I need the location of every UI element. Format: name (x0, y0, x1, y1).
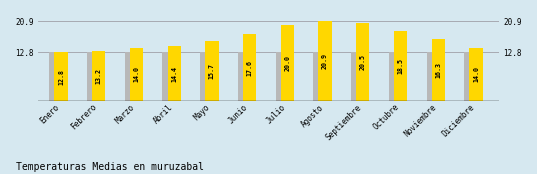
Bar (87, 52, 94, 101)
Text: 14.4: 14.4 (171, 66, 177, 82)
Bar (469, 48, 483, 101)
Bar (432, 39, 445, 101)
Bar (243, 34, 256, 101)
Text: 15.7: 15.7 (209, 63, 215, 79)
Text: 16.3: 16.3 (436, 62, 441, 78)
Text: 14.0: 14.0 (473, 66, 479, 82)
Text: 18.5: 18.5 (397, 58, 403, 74)
Bar (200, 52, 207, 101)
Bar (426, 52, 433, 101)
Text: 13.2: 13.2 (96, 68, 101, 84)
Bar (168, 46, 181, 101)
Bar (465, 52, 471, 101)
Bar (389, 52, 396, 101)
Bar (318, 21, 332, 101)
Bar (281, 25, 294, 101)
Text: 14.0: 14.0 (134, 66, 140, 82)
Text: 20.9: 20.9 (322, 53, 328, 69)
Bar (125, 52, 132, 101)
Text: 17.6: 17.6 (246, 60, 252, 76)
Bar (314, 52, 320, 101)
Bar (49, 52, 56, 101)
Bar (275, 52, 282, 101)
Text: 20.0: 20.0 (285, 55, 291, 71)
Bar (92, 51, 105, 101)
Bar (394, 31, 407, 101)
Bar (163, 52, 169, 101)
Bar (205, 41, 219, 101)
Bar (54, 52, 68, 101)
Bar (351, 52, 358, 101)
Text: 20.5: 20.5 (360, 54, 366, 70)
Bar (130, 48, 143, 101)
Bar (238, 52, 245, 101)
Bar (356, 23, 369, 101)
Text: Temperaturas Medias en muruzabal: Temperaturas Medias en muruzabal (16, 162, 204, 172)
Text: 12.8: 12.8 (58, 69, 64, 85)
